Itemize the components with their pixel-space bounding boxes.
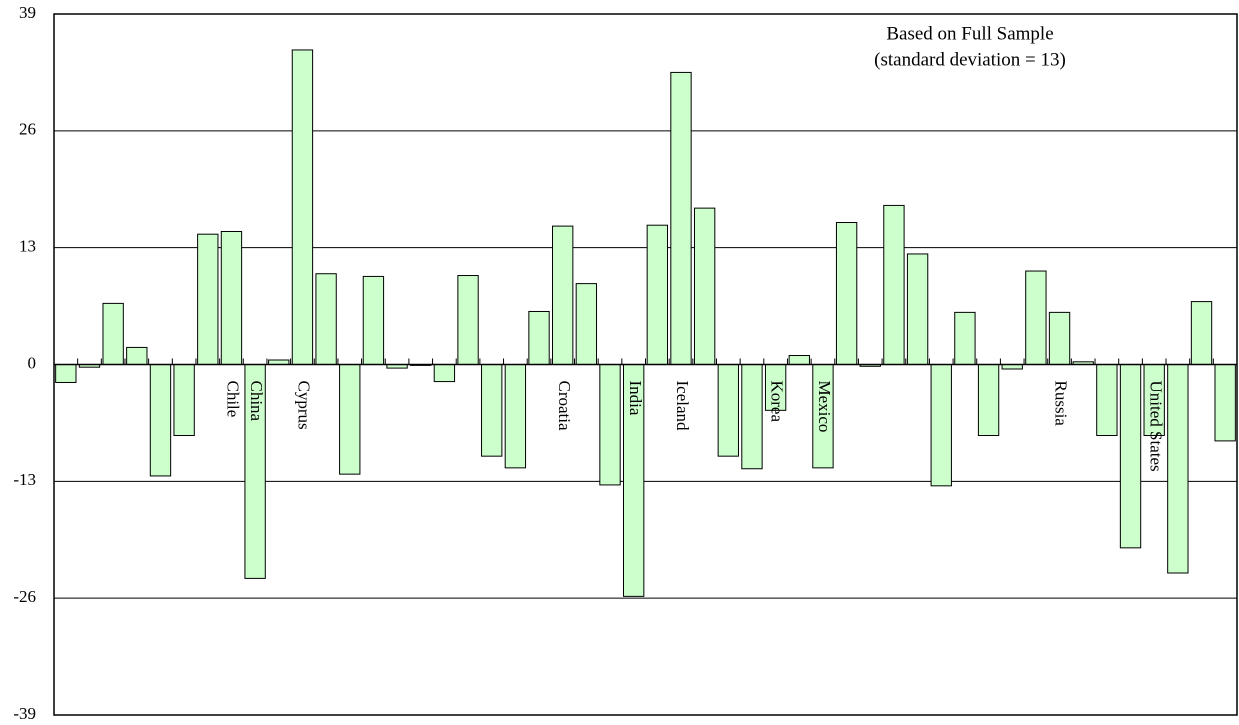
bar [220, 230, 243, 365]
bar [693, 207, 716, 365]
x-tick-label: Iceland [673, 381, 692, 432]
bar [1214, 364, 1236, 442]
bar [1025, 270, 1047, 365]
bar [481, 364, 503, 457]
y-tick-label: 0 [28, 353, 37, 372]
bar [575, 283, 598, 365]
bar [883, 204, 905, 365]
bar [149, 364, 172, 477]
x-tick-label: China [247, 381, 266, 422]
bar [1190, 301, 1213, 366]
y-tick-label: 13 [19, 237, 36, 256]
bar [1119, 364, 1142, 549]
bar [788, 355, 810, 365]
bar [339, 364, 361, 475]
bar [102, 302, 124, 365]
x-tick-label: Chile [224, 381, 243, 418]
bar [599, 364, 621, 486]
x-tick-label: Cyprus [295, 381, 314, 430]
bar [646, 224, 669, 365]
bar [1048, 311, 1071, 365]
bar [977, 364, 1000, 436]
bar [291, 49, 314, 365]
y-tick-label: 39 [19, 3, 36, 22]
bar [433, 364, 456, 383]
bar [552, 225, 574, 365]
category-ticks [53, 358, 1238, 365]
bar [173, 364, 195, 436]
y-tick-label: -13 [13, 470, 36, 489]
x-tick-label: India [626, 381, 645, 416]
x-tick-label: Russia [1052, 381, 1071, 427]
y-tick-label: -39 [13, 704, 36, 723]
bar [197, 233, 219, 365]
x-tick-label: United States [1146, 381, 1165, 472]
bar [906, 253, 929, 365]
bar [504, 364, 527, 469]
x-tick-label: Mexico [815, 381, 834, 433]
bar [954, 311, 976, 365]
bar [55, 364, 77, 383]
x-tick-label: Korea [768, 381, 787, 423]
bar [126, 346, 148, 365]
bar [741, 364, 763, 470]
bar [930, 364, 952, 487]
bar [1167, 364, 1189, 574]
annotation: Based on Full Sample [886, 23, 1053, 44]
bar [457, 275, 479, 365]
y-tick-label: -26 [13, 587, 36, 606]
bar [315, 273, 337, 366]
bar [670, 71, 692, 366]
bar [528, 310, 550, 366]
bar [717, 364, 739, 457]
annotation: (standard deviation = 13) [874, 49, 1066, 70]
y-tick-label: 26 [19, 120, 36, 139]
bar [1096, 364, 1118, 436]
x-tick-label: Croatia [555, 381, 574, 431]
bar [362, 275, 385, 365]
bar [835, 222, 858, 365]
